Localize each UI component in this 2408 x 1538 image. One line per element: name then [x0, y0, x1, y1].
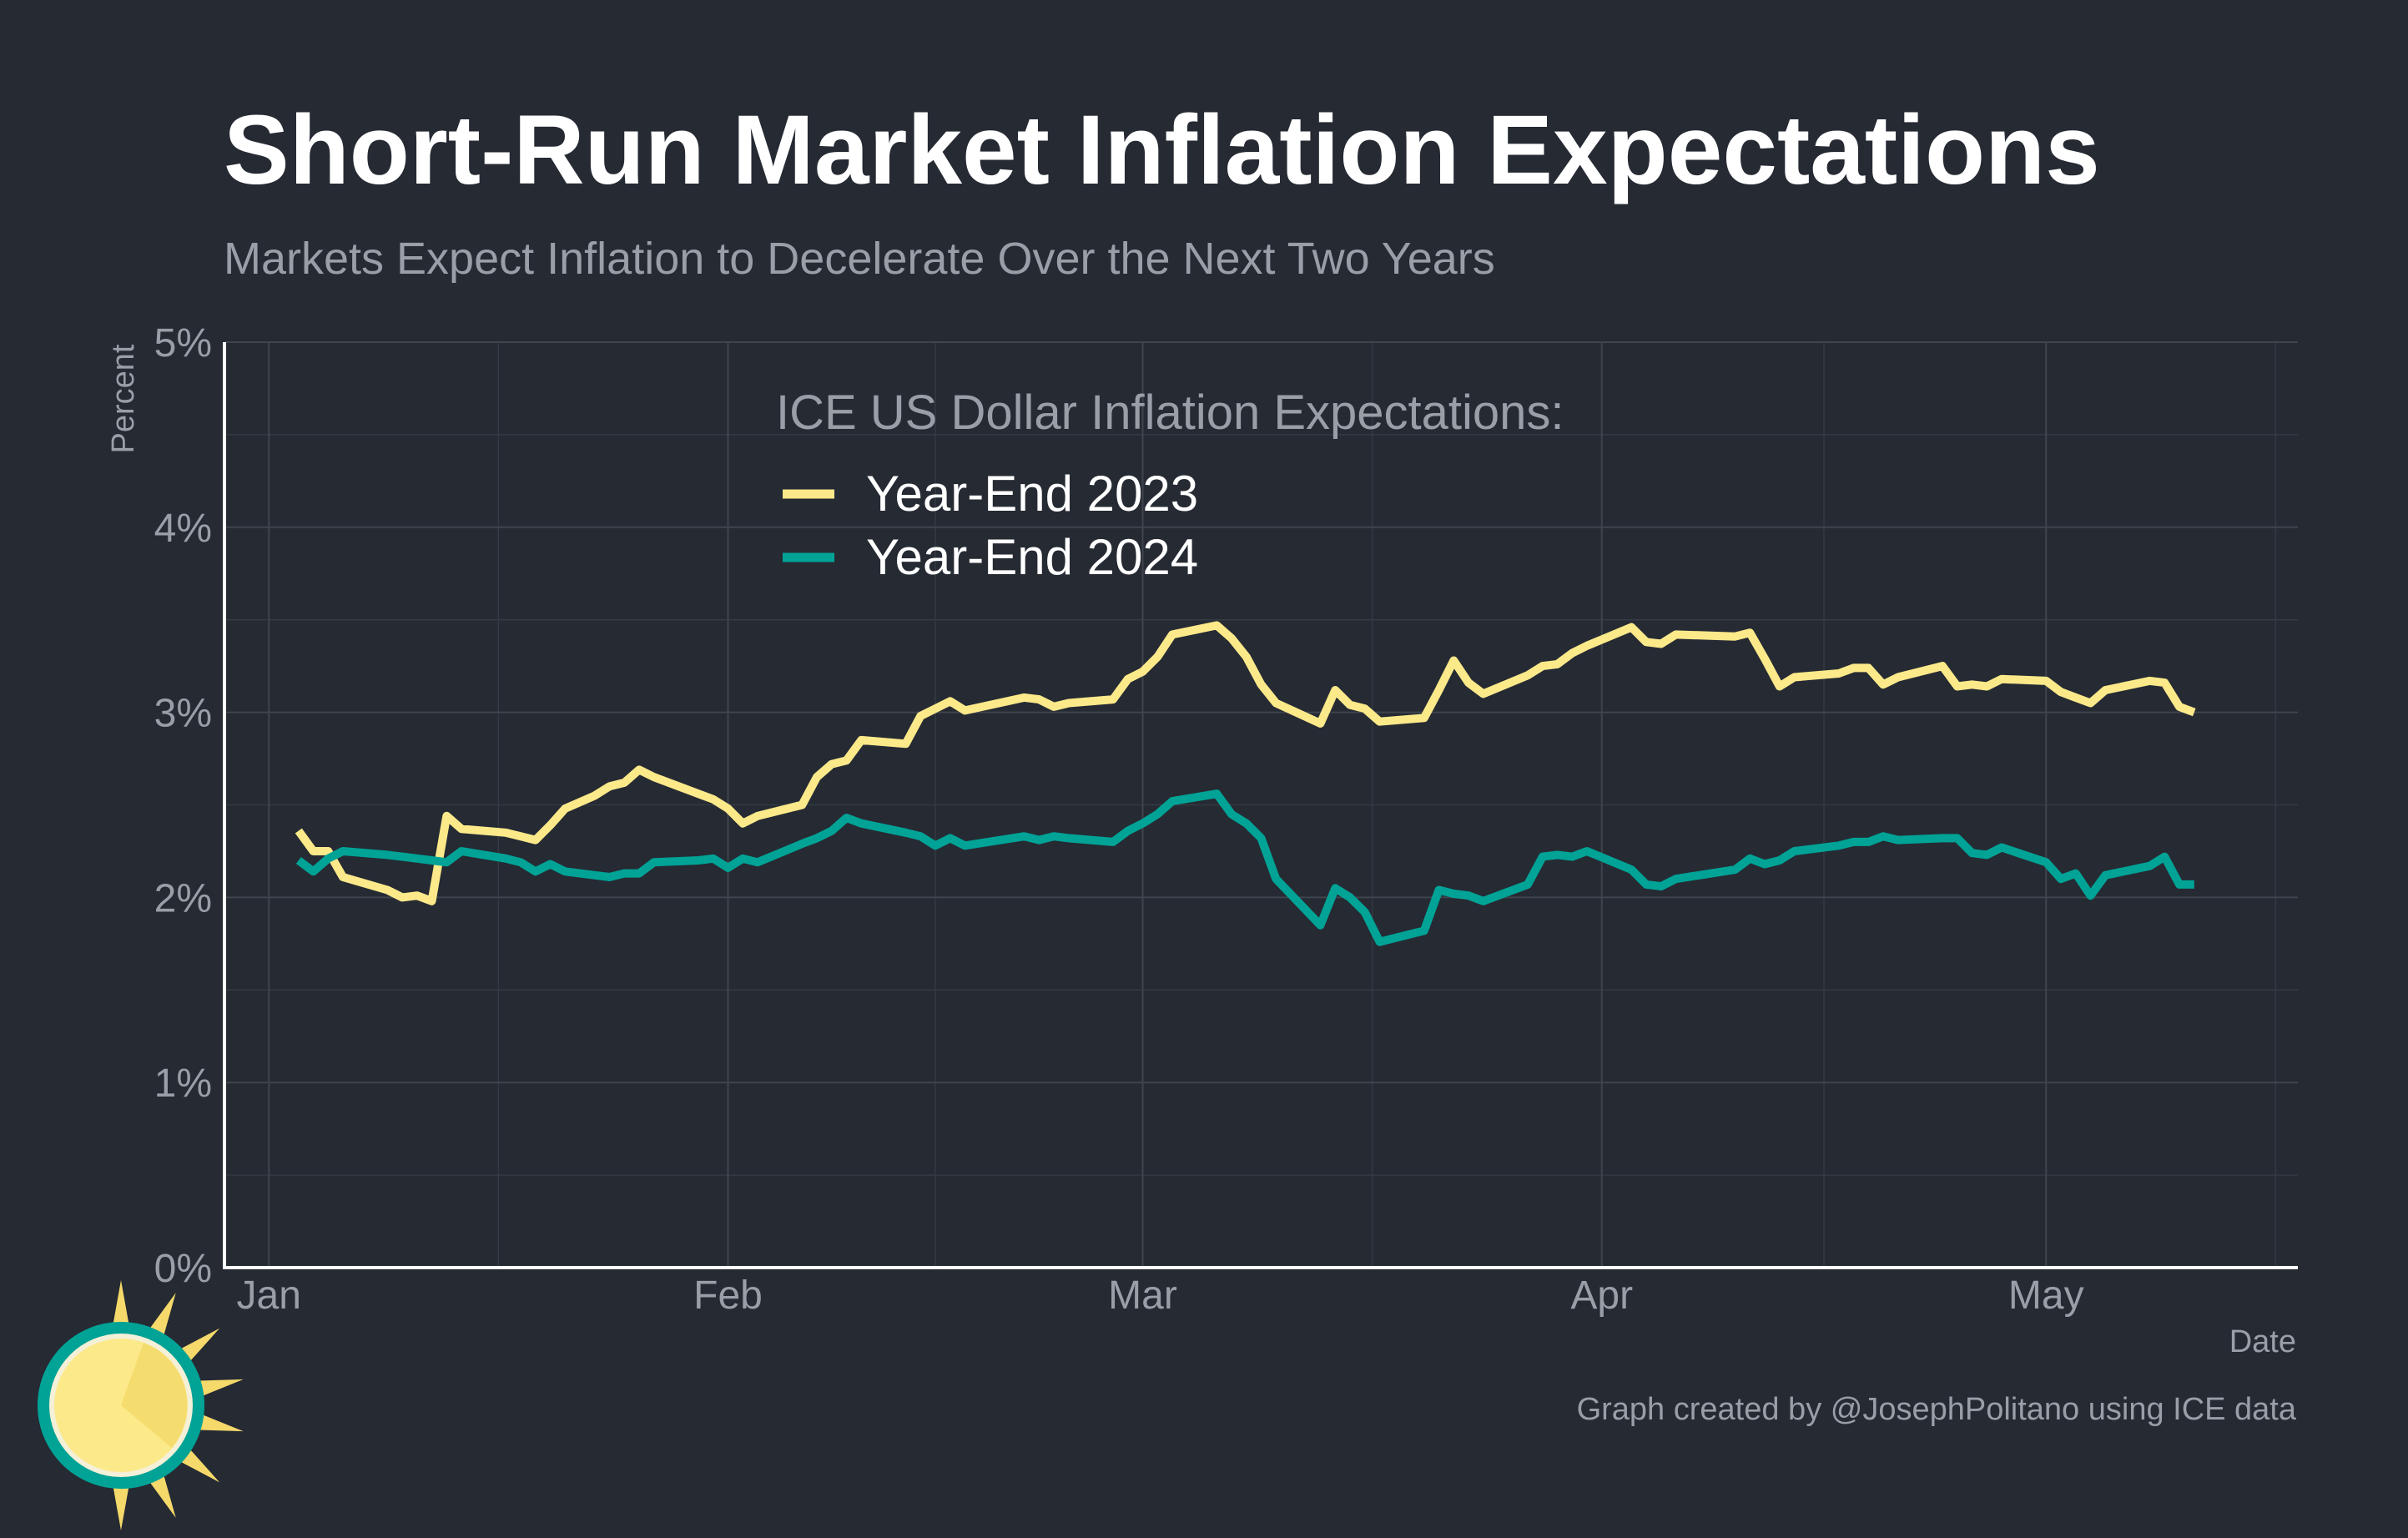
legend-title: ICE US Dollar Inflation Expectations:	[776, 386, 1564, 440]
series-line-year-end-2024	[295, 789, 2194, 946]
y-tick-labels: 0% 1% 2% 3% 4% 5%	[154, 321, 212, 1291]
legend: ICE US Dollar Inflation Expectations: Ye…	[776, 386, 1564, 585]
y-tick-label: 5%	[154, 321, 212, 366]
x-tick-label: Jan	[237, 1273, 301, 1318]
chart-subtitle: Markets Expect Inflation to Decelerate O…	[224, 234, 1495, 284]
minor-gridlines	[224, 342, 2298, 1268]
y-axis-label: Percent	[106, 344, 141, 453]
x-tick-label: May	[2008, 1273, 2084, 1318]
series-line-year-end-2023	[295, 621, 2196, 905]
x-tick-label: Mar	[1108, 1273, 1177, 1318]
sun-logo-icon	[38, 1280, 244, 1530]
series-lines	[295, 621, 2196, 946]
y-tick-label: 0%	[154, 1247, 212, 1291]
legend-label-year-end-2023: Year-End 2023	[866, 466, 1198, 522]
x-tick-labels: Jan Feb Mar Apr May	[237, 1273, 2084, 1318]
y-tick-label: 3%	[154, 692, 212, 736]
y-tick-label: 4%	[154, 507, 212, 551]
y-tick-label: 2%	[154, 876, 212, 920]
x-tick-label: Apr	[1570, 1273, 1633, 1318]
x-axis-label: Date	[2229, 1324, 2296, 1359]
x-tick-label: Feb	[693, 1273, 763, 1318]
sun-shadow	[121, 1343, 188, 1448]
chart-title: Short-Run Market Inflation Expectations	[224, 95, 2100, 205]
credit-text: Graph created by @JosephPolitano using I…	[1577, 1392, 2297, 1427]
legend-label-year-end-2024: Year-End 2024	[866, 529, 1198, 585]
y-tick-label: 1%	[154, 1061, 212, 1106]
